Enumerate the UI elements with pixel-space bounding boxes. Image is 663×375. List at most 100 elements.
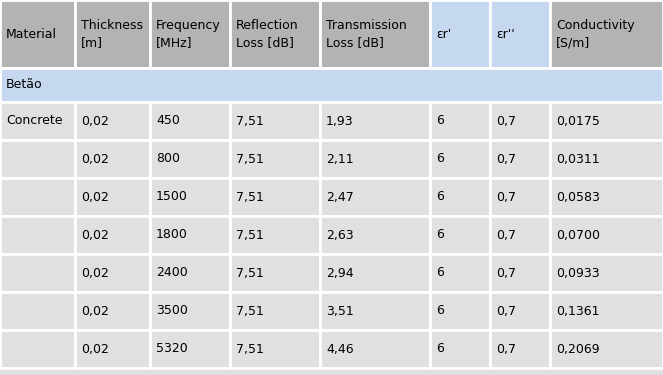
Bar <box>490 216 550 254</box>
Bar <box>75 178 150 216</box>
Bar <box>0 102 75 140</box>
Text: 0,0583: 0,0583 <box>556 190 600 204</box>
Bar <box>320 254 430 292</box>
Bar <box>0 330 75 368</box>
Bar <box>490 178 550 216</box>
Text: εr'': εr'' <box>496 27 514 40</box>
Text: 0,7: 0,7 <box>496 153 516 165</box>
Bar <box>230 0 320 68</box>
Bar <box>230 140 320 178</box>
Bar <box>230 254 320 292</box>
Bar <box>550 216 663 254</box>
Text: Reflection
Loss [dB]: Reflection Loss [dB] <box>236 19 298 49</box>
Bar <box>230 216 320 254</box>
Text: 7,51: 7,51 <box>236 228 264 242</box>
Text: 0,7: 0,7 <box>496 190 516 204</box>
Text: Betão: Betão <box>6 78 42 92</box>
Text: 0,7: 0,7 <box>496 267 516 279</box>
Text: 6: 6 <box>436 153 444 165</box>
Text: 0,7: 0,7 <box>496 342 516 355</box>
Bar <box>75 216 150 254</box>
Text: 2,47: 2,47 <box>326 190 354 204</box>
Text: 0,7: 0,7 <box>496 304 516 318</box>
Bar <box>75 254 150 292</box>
Text: Conductivity
[S/m]: Conductivity [S/m] <box>556 19 634 49</box>
Bar <box>0 216 75 254</box>
Bar <box>550 140 663 178</box>
Bar <box>230 178 320 216</box>
Text: Frequency
[MHz]: Frequency [MHz] <box>156 19 221 49</box>
Bar <box>550 178 663 216</box>
Bar <box>430 330 490 368</box>
Text: 1500: 1500 <box>156 190 188 204</box>
Text: 7,51: 7,51 <box>236 190 264 204</box>
Text: 4,46: 4,46 <box>326 342 353 355</box>
Bar <box>0 254 75 292</box>
Bar <box>490 292 550 330</box>
Bar <box>150 292 230 330</box>
Text: 0,0700: 0,0700 <box>556 228 600 242</box>
Bar <box>430 216 490 254</box>
Text: 6: 6 <box>436 190 444 204</box>
Text: εr': εr' <box>436 27 452 40</box>
Bar <box>230 292 320 330</box>
Text: 2,11: 2,11 <box>326 153 353 165</box>
Bar <box>550 0 663 68</box>
Text: 3,51: 3,51 <box>326 304 354 318</box>
Text: 7,51: 7,51 <box>236 267 264 279</box>
Text: 0,02: 0,02 <box>81 267 109 279</box>
Bar <box>75 0 150 68</box>
Bar <box>150 254 230 292</box>
Bar <box>150 330 230 368</box>
Text: Transmission
Loss [dB]: Transmission Loss [dB] <box>326 19 406 49</box>
Text: 7,51: 7,51 <box>236 342 264 355</box>
Text: Thickness
[m]: Thickness [m] <box>81 19 143 49</box>
Bar <box>430 140 490 178</box>
Text: 0,02: 0,02 <box>81 342 109 355</box>
Bar <box>490 254 550 292</box>
Bar <box>0 0 75 68</box>
Bar <box>550 292 663 330</box>
Bar <box>150 102 230 140</box>
Bar <box>150 140 230 178</box>
Bar <box>490 0 550 68</box>
Bar <box>320 102 430 140</box>
Text: 0,0933: 0,0933 <box>556 267 599 279</box>
Text: 1,93: 1,93 <box>326 114 353 128</box>
Text: 0,0311: 0,0311 <box>556 153 599 165</box>
Text: 450: 450 <box>156 114 180 128</box>
Text: 6: 6 <box>436 228 444 242</box>
Bar <box>490 140 550 178</box>
Bar <box>430 102 490 140</box>
Bar <box>0 140 75 178</box>
Text: 0,02: 0,02 <box>81 228 109 242</box>
Bar <box>75 102 150 140</box>
Bar <box>150 216 230 254</box>
Bar <box>320 0 430 68</box>
Bar <box>75 292 150 330</box>
Bar <box>320 330 430 368</box>
Bar <box>320 216 430 254</box>
Bar <box>430 178 490 216</box>
Text: 0,02: 0,02 <box>81 304 109 318</box>
Bar <box>430 254 490 292</box>
Bar <box>490 330 550 368</box>
Bar <box>320 178 430 216</box>
Text: 0,02: 0,02 <box>81 153 109 165</box>
Bar <box>320 292 430 330</box>
Text: 3500: 3500 <box>156 304 188 318</box>
Text: 6: 6 <box>436 114 444 128</box>
Bar <box>75 140 150 178</box>
Text: 7,51: 7,51 <box>236 114 264 128</box>
Bar <box>430 292 490 330</box>
Bar <box>550 254 663 292</box>
Text: 6: 6 <box>436 342 444 355</box>
Text: 0,0175: 0,0175 <box>556 114 600 128</box>
Text: 6: 6 <box>436 267 444 279</box>
Text: 1800: 1800 <box>156 228 188 242</box>
Text: 0,02: 0,02 <box>81 190 109 204</box>
Bar <box>0 178 75 216</box>
Bar <box>320 140 430 178</box>
Text: 7,51: 7,51 <box>236 304 264 318</box>
Bar <box>150 0 230 68</box>
